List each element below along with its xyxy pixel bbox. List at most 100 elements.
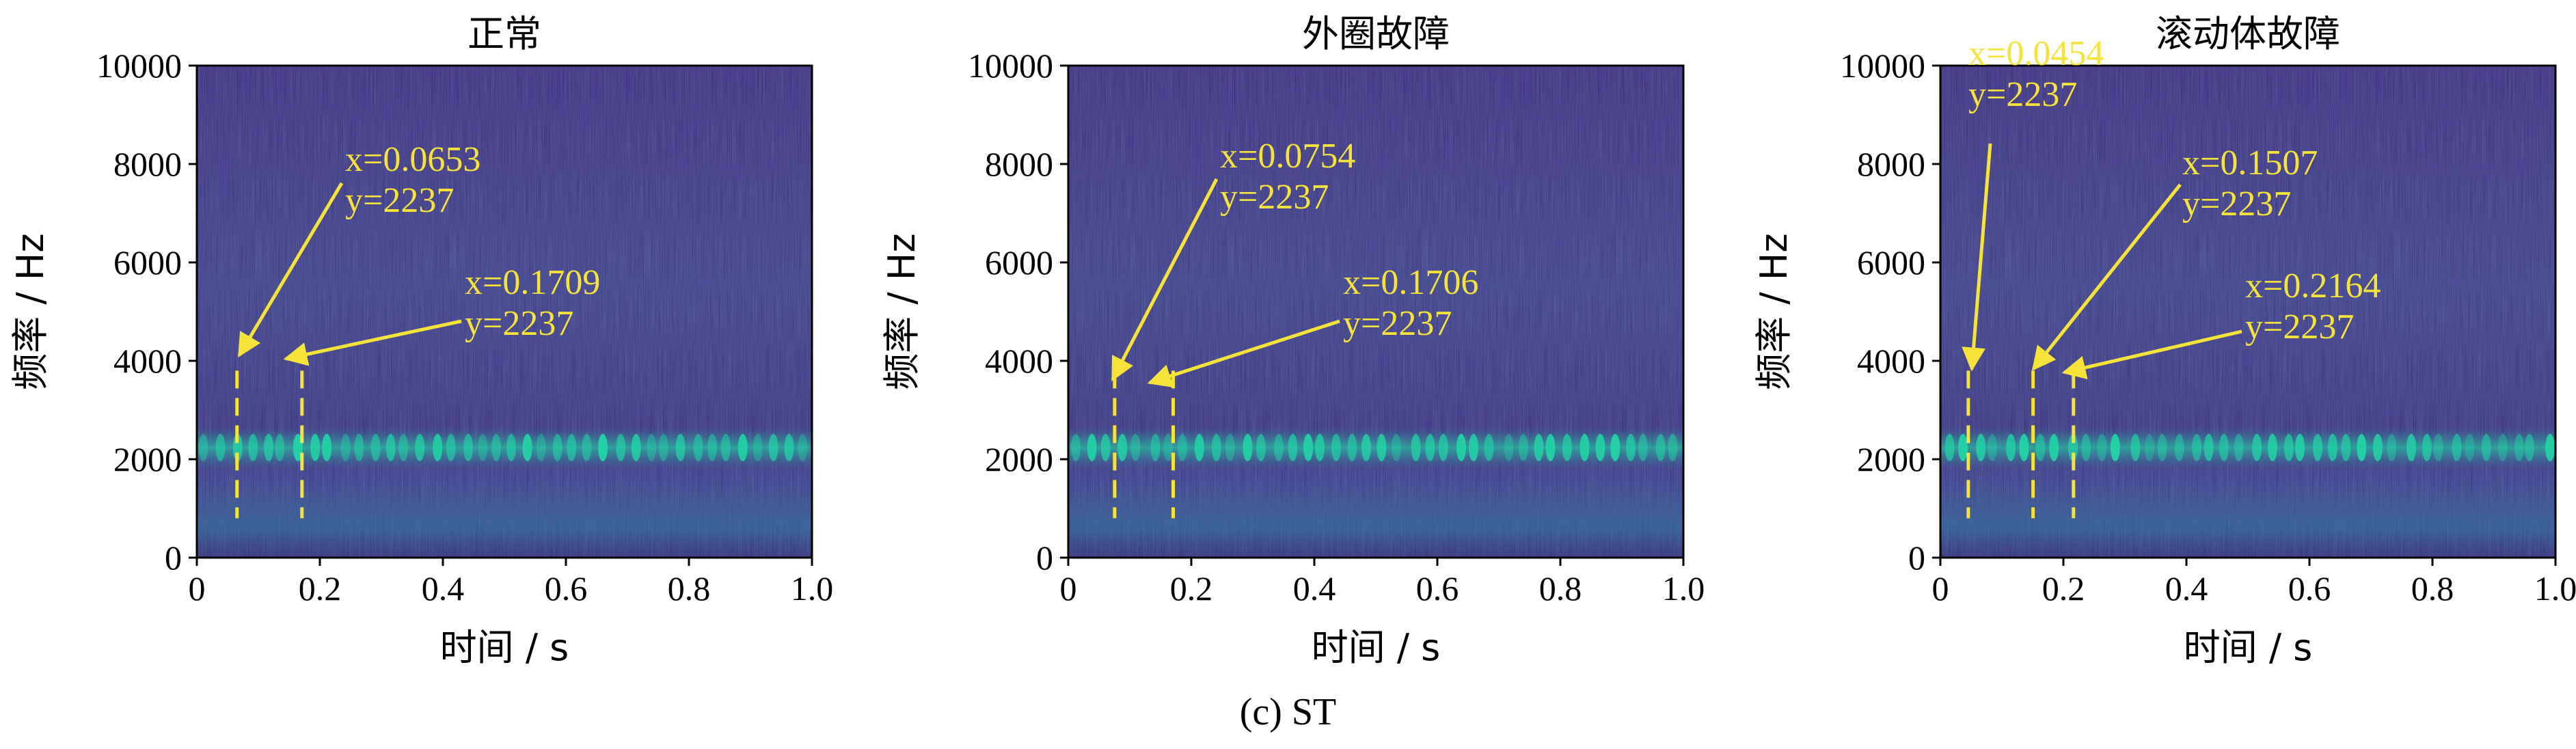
x-tick-label: 0 [1060,569,1077,608]
band-peak [354,433,364,461]
band-peak [2068,433,2078,461]
band-peak [1484,433,1494,461]
band-peak [616,433,626,461]
plot-frame [1939,64,2557,559]
y-tick-label: 2000 [113,440,182,478]
band-peak [1668,433,1678,461]
band-peak [2524,433,2534,461]
x-tick-label: 0.6 [2288,569,2331,608]
band-peak [647,433,657,461]
x-axis-label: 时间 / s [1312,626,1441,669]
band-peak [1178,433,1188,461]
band-peak [433,433,443,461]
band-peak [478,433,488,461]
band-peak [2357,433,2367,461]
band-peak [2497,433,2508,461]
band-peak [446,433,456,461]
band-peak [2341,433,2351,461]
x-axis-label: 时间 / s [2184,626,2313,669]
annotation-y-label: y=2237 [1968,75,2077,114]
band-peak [784,433,794,461]
band-peak [522,433,532,461]
band-peak [370,433,381,461]
band-peak [415,433,425,461]
band-peak [2312,433,2322,461]
spectrogram-texture [1068,66,1683,558]
x-tick-label: 0 [189,569,206,608]
band-peak [2433,433,2443,461]
band-peak [1944,433,1955,461]
band-peak [768,433,778,461]
panel-1: 正常 0 0.2 0.4 0.6 0.8 1.0 0 2000 4000 6000 8000 10000… [9,12,833,669]
panel-title: 滚动体故障 [2156,12,2340,55]
y-tick-label: 4000 [113,342,182,380]
band-peak [598,433,608,461]
band-peak [1087,433,1097,461]
band-peak [491,433,502,461]
band-peak [1625,433,1636,461]
low-frequency-energy [197,478,812,558]
band-peak [1392,433,1402,461]
band-peak [2452,433,2462,461]
band-peak [2234,433,2244,461]
band-peak [2327,433,2337,461]
band-peak [1562,433,1572,461]
band-peak [2267,433,2277,461]
annotation-y-label: y=2237 [2182,185,2291,223]
x-tick-label: 0.2 [299,569,342,608]
band-peak [675,433,686,461]
x-tick-label: 0.6 [545,569,588,608]
band-peak [2294,433,2305,461]
y-tick-label: 10000 [96,46,182,85]
annotation-arrow [1111,178,1219,382]
band-peak [1256,433,1266,461]
band-peak [1273,433,1284,461]
x-tick-label: 1.0 [791,569,834,608]
band-peak [2110,433,2120,461]
band-peak [567,433,577,461]
x-axis-label: 时间 / s [440,626,569,669]
x-tick-label: 0.4 [422,569,465,608]
band-peak [2157,433,2167,461]
band-peak [631,433,641,461]
band-peak [1225,433,1235,461]
y-tick-label: 8000 [113,145,182,183]
band-peak [536,433,546,461]
annotation-x-label: x=0.1507 [2182,144,2318,182]
band-peak [798,433,808,461]
band-peak [2422,433,2432,461]
band-peak [753,433,763,461]
band-peak [385,433,396,461]
x-tick-label: 1.0 [1662,569,1705,608]
band-peak [275,433,285,461]
y-tick-label: 4000 [985,342,1053,380]
y-tick-label: 2000 [985,440,1053,478]
band-peak [2097,433,2107,461]
band-peak [1211,433,1221,461]
x-tick-label: 0.4 [2165,569,2208,608]
band-peak [322,433,332,461]
band-peak [232,433,243,461]
y-tick-label: 8000 [1857,145,1925,183]
band-peak [2545,433,2555,461]
y-tick-label: 0 [1908,539,1925,577]
band-peak [693,433,703,461]
annotation-arrow [237,182,344,358]
dominant-band [197,426,812,468]
plot-frame [195,64,813,559]
band-peak [1150,433,1161,461]
band-peak [737,433,748,461]
spectrogram-texture [197,66,812,558]
x-tick-label: 0 [1932,569,1949,608]
band-peak [248,433,258,461]
y-axis-label: 频率 / Hz [1752,233,1795,390]
band-peak [1130,433,1141,461]
annotation-x-label: x=0.0754 [1220,137,1355,176]
band-peak [1438,433,1448,461]
band-peak [2081,433,2091,461]
band-peak [1331,433,1341,461]
